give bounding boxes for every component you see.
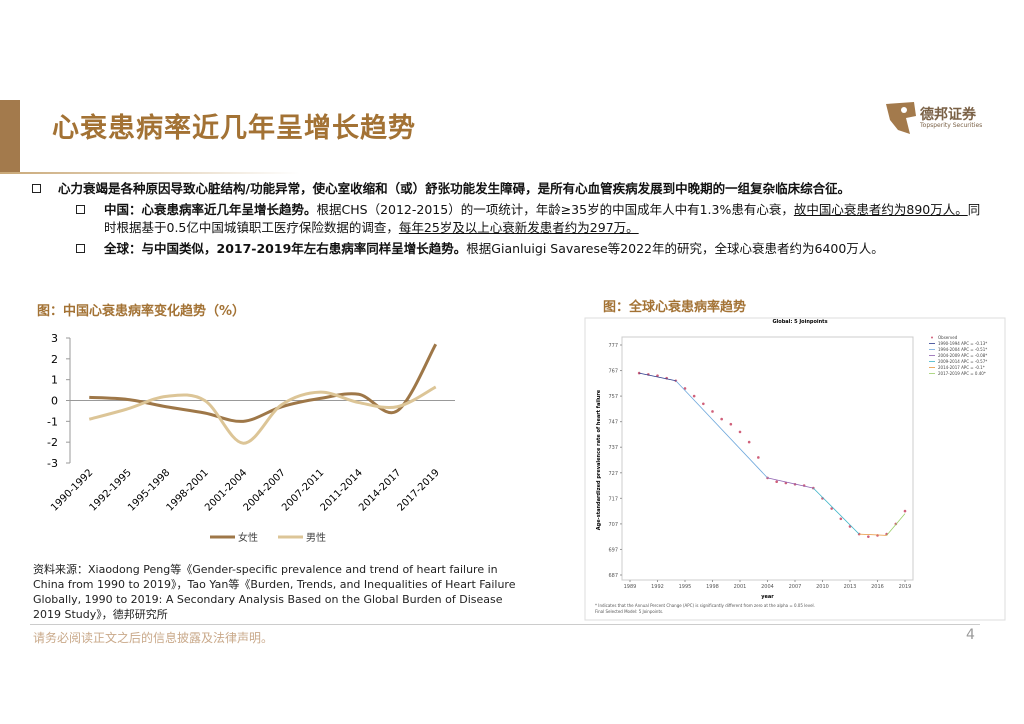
bullet-text: 故中国心衰患者约为890万人。: [793, 202, 968, 217]
bullet-text: 同时根据基于0.5亿中国城镇职工医疗保险数据的调查，: [104, 202, 981, 235]
y-tick-label: -3: [47, 457, 58, 470]
legend-label: 1994-2004 APC = -0.51*: [938, 347, 987, 352]
fit-line: [886, 513, 906, 536]
data-point: [692, 394, 696, 398]
x-tick-label: 2007: [789, 584, 802, 590]
data-point: [683, 387, 687, 390]
y-tick-label: -2: [47, 436, 58, 449]
x-axis-label: year: [761, 594, 774, 600]
y-tick-label: 777: [608, 343, 618, 349]
sub-bullet: 中国：心衰患病率近几年呈增长趋势。根据CHS（2012-2015）的一项统计，年…: [32, 201, 992, 237]
chart-title: 图：中国心衰患病率变化趋势（%）: [37, 303, 245, 319]
x-tick-label: 2016: [871, 584, 884, 590]
data-point: [720, 417, 723, 421]
disclaimer: 请务必阅读正文之后的信息披露及法律声明。: [33, 631, 274, 645]
fit-line: [639, 372, 676, 382]
header-rule: [0, 172, 300, 174]
sub-bullet: 全球：与中国类似，2017-2019年左右患病率同样呈增长趋势。根据Gianlu…: [32, 240, 992, 258]
bullet-text: 根据Gianluigi Savarese等2022年的研究，全球心衰患者约为64…: [466, 241, 884, 256]
data-point: [738, 430, 742, 434]
page-number: 4: [966, 627, 975, 643]
y-tick-label: 707: [608, 522, 618, 528]
y-tick-label: 737: [608, 445, 618, 451]
data-point: [656, 374, 659, 377]
fit-line: [859, 533, 887, 536]
subtitle: Global: 5 Joinpoints: [772, 319, 827, 325]
bullet-text: 全球：与中国类似，2017-2019年左右患病率同样呈增长趋势。: [104, 241, 467, 256]
bullet-text: 心力衰竭是各种原因导致心脏结构/功能异常，使心室收缩和（或）舒张功能发生障碍，是…: [58, 181, 851, 196]
y-tick-label: 687: [608, 573, 618, 579]
x-tick-label: 2019: [899, 584, 912, 590]
slide-title: 心衰患病率近几年呈增长趋势: [52, 113, 416, 144]
y-tick-label: 697: [608, 547, 618, 553]
y-tick-label: 747: [608, 420, 618, 426]
legend-label: 2009-2014 APC = -0.57*: [938, 359, 987, 364]
legend-label: 1990-1994 APC = -0.13*: [938, 341, 987, 346]
legend-label: 男性: [306, 531, 326, 544]
plot-frame: [621, 336, 914, 581]
y-tick-label: 757: [608, 394, 618, 400]
data-point: [903, 509, 907, 513]
data-line: [88, 385, 437, 445]
global-chart: 图：全球心衰患病率趋势 Global: 5 Joinpoints 687 697 707…: [584, 299, 1006, 621]
y-axis-label: Age-standardized prevalence rate of hear…: [596, 389, 602, 530]
china-chart: 图：中国心衰患病率变化趋势（%）-3-2-101231990-19921992-…: [37, 303, 455, 544]
bullet-list: 心力衰竭是各种原因导致心脏结构/功能异常，使心室收缩和（或）舒张功能发生障碍，是…: [32, 180, 992, 258]
side-bar: [0, 100, 20, 172]
fit-line: [675, 380, 768, 479]
bullet-text: 中国：心衰患病率近几年呈增长趋势。: [104, 202, 317, 217]
y-tick-label: 0: [51, 395, 58, 408]
footnote: * Indicates that the Annual Percent Chan…: [595, 603, 815, 608]
x-tick-label: 2001: [734, 584, 747, 590]
legend-swatch: [931, 336, 933, 339]
y-tick-label: 2: [51, 353, 58, 366]
footnote: Final Selected Model: 5 Joinpoints.: [595, 609, 663, 614]
bullet-text: 根据CHS（2012-2015）的一项统计，年龄≥35岁的中国成年人中有1.3%…: [316, 202, 794, 217]
x-tick-label: 1989: [624, 584, 637, 590]
source-note: 资料来源：Xiaodong Peng等《Gender-specific prev…: [33, 563, 516, 621]
data-point: [747, 440, 751, 444]
data-point: [702, 402, 705, 406]
data-point: [775, 480, 778, 484]
footer-rule: [30, 624, 980, 625]
x-tick-label: 1998: [706, 584, 719, 590]
bullet-marker: [76, 244, 85, 253]
chart-title: 图：全球心衰患病率趋势: [603, 299, 746, 315]
logo-subtitle: Topsperity Securities: [920, 122, 983, 129]
data-point: [637, 371, 641, 375]
y-tick-label: -1: [47, 415, 58, 428]
x-tick-label: 1992: [651, 584, 664, 590]
legend-label: 2004-2009 APC = -0.08*: [938, 353, 987, 358]
legend-label: 2017-2019 APC = 0.40*: [938, 371, 986, 376]
x-tick-label: 2013: [844, 584, 857, 590]
logo-name: 德邦证券: [920, 107, 976, 123]
x-tick-label: 2004: [761, 584, 774, 590]
y-tick-label: 1: [51, 374, 58, 387]
data-point: [839, 517, 843, 521]
legend-label: 女性: [238, 531, 258, 544]
data-point: [729, 422, 733, 426]
y-tick-label: 727: [608, 471, 618, 477]
data-point: [757, 456, 760, 459]
fit-line: [767, 477, 814, 489]
legend-label: Observed: [938, 335, 958, 340]
x-tick-label: 2010: [816, 584, 829, 590]
bullet-marker: [32, 184, 41, 193]
logo-icon: [886, 102, 916, 134]
bullet-text: 每年25岁及以上心衰新发患者约为297万。: [398, 220, 639, 235]
data-point: [830, 507, 833, 510]
data-line: [89, 343, 438, 423]
bullet-marker: [76, 205, 85, 214]
legend-label: 2014-2017 APC = -0.1*: [938, 365, 985, 370]
x-tick-label: 1995: [679, 584, 692, 590]
data-point: [711, 410, 714, 413]
y-tick-label: 3: [51, 332, 58, 345]
data-point: [867, 535, 870, 538]
bullet: 心力衰竭是各种原因导致心脏结构/功能异常，使心室收缩和（或）舒张功能发生障碍，是…: [32, 180, 992, 198]
fit-line: [813, 487, 860, 535]
y-tick-label: 767: [608, 369, 618, 375]
y-tick-label: 717: [608, 496, 618, 502]
